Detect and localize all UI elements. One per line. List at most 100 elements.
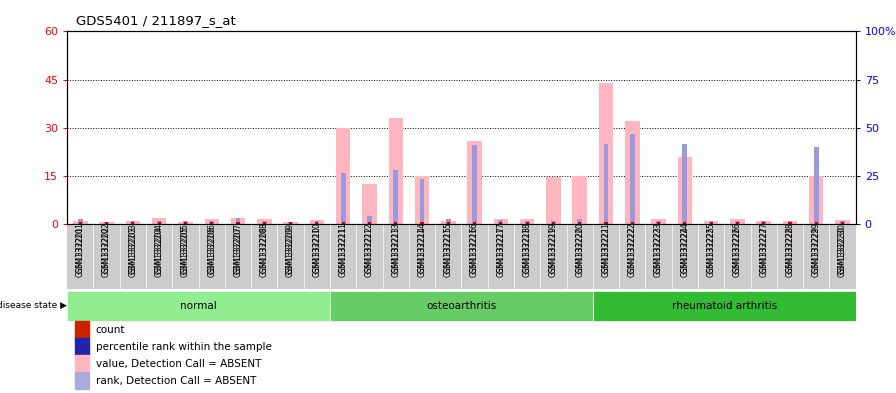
Bar (211, 222, 213, 224)
Bar (651, 219, 666, 224)
Text: GSM1332230: GSM1332230 (838, 226, 847, 277)
Bar (814, 147, 819, 224)
Bar (552, 222, 555, 224)
Bar (599, 83, 613, 224)
Bar (762, 222, 765, 224)
Bar (525, 221, 530, 224)
Bar (526, 222, 529, 224)
Bar (551, 221, 556, 224)
Bar (99, 222, 114, 224)
Bar (362, 184, 376, 224)
Bar (79, 222, 82, 224)
Bar (835, 220, 849, 224)
Bar (809, 176, 823, 224)
Text: GSM1332213: GSM1332213 (392, 226, 401, 277)
Bar (625, 121, 640, 224)
Text: GSM1332224: GSM1332224 (680, 226, 689, 277)
Bar (420, 222, 424, 224)
Bar (684, 222, 686, 224)
Text: value, Detection Call = ABSENT: value, Detection Call = ABSENT (96, 359, 261, 369)
Text: GSM1332202: GSM1332202 (102, 226, 111, 277)
Text: GSM1332214: GSM1332214 (418, 226, 426, 277)
Text: GSM1332219: GSM1332219 (549, 226, 558, 277)
Bar (283, 222, 297, 224)
Bar (473, 222, 476, 224)
Bar (204, 219, 219, 224)
Bar (157, 221, 161, 224)
Bar (578, 222, 582, 224)
Bar (75, 321, 90, 338)
Text: osteoarthritis: osteoarthritis (426, 301, 496, 310)
Text: GSM1332215: GSM1332215 (444, 226, 452, 277)
Bar (289, 222, 293, 224)
Bar (709, 221, 713, 224)
Text: percentile rank within the sample: percentile rank within the sample (96, 342, 271, 352)
Bar (577, 219, 582, 224)
Text: GSM1332212: GSM1332212 (365, 226, 374, 277)
Text: GSM1332203: GSM1332203 (128, 226, 137, 277)
Text: GDS5401 / 211897_s_at: GDS5401 / 211897_s_at (76, 15, 236, 28)
Bar (314, 221, 319, 224)
Text: GSM1332227: GSM1332227 (759, 226, 768, 277)
Bar (210, 221, 214, 224)
Bar (75, 338, 90, 356)
Bar (677, 156, 692, 224)
Bar (75, 355, 90, 373)
Bar (841, 222, 844, 224)
Bar (499, 222, 503, 224)
Text: GSM1332217: GSM1332217 (496, 226, 505, 277)
Bar (78, 219, 82, 224)
Bar (547, 178, 561, 224)
Bar (341, 222, 345, 224)
Bar (441, 221, 455, 224)
Bar (710, 222, 712, 224)
Bar (289, 222, 292, 224)
Bar (262, 221, 267, 224)
Bar (447, 222, 450, 224)
Bar (389, 118, 403, 224)
Text: GSM1332222: GSM1332222 (628, 226, 637, 277)
Bar (183, 221, 188, 224)
Bar (683, 144, 687, 224)
Bar (310, 220, 324, 224)
Bar (236, 218, 240, 224)
Bar (735, 221, 740, 224)
Text: GSM1332206: GSM1332206 (207, 226, 216, 277)
Bar (419, 179, 425, 224)
Text: GSM1332201: GSM1332201 (76, 226, 85, 277)
Text: count: count (96, 325, 125, 335)
Text: GSM1332223: GSM1332223 (654, 226, 663, 277)
Bar (336, 128, 350, 224)
Bar (231, 218, 246, 224)
Bar (237, 222, 239, 224)
Text: GSM1332229: GSM1332229 (812, 226, 821, 277)
Bar (446, 219, 451, 224)
Bar (125, 221, 140, 224)
Bar (657, 222, 660, 224)
Bar (257, 219, 271, 224)
Text: GSM1332210: GSM1332210 (313, 226, 322, 277)
Text: GSM1332221: GSM1332221 (601, 226, 610, 277)
Text: GSM1332218: GSM1332218 (522, 226, 531, 277)
Bar (472, 145, 477, 224)
Bar (656, 221, 661, 224)
Bar (736, 222, 739, 224)
Bar (367, 216, 372, 224)
Text: GSM1332207: GSM1332207 (234, 226, 243, 277)
Text: GSM1332209: GSM1332209 (286, 226, 295, 277)
Text: normal: normal (180, 301, 217, 310)
Bar (104, 222, 109, 224)
Bar (131, 221, 135, 224)
Bar (132, 222, 134, 224)
Bar (840, 221, 845, 224)
Text: GSM1332226: GSM1332226 (733, 226, 742, 277)
Bar (263, 222, 266, 224)
Bar (631, 222, 633, 224)
Text: rank, Detection Call = ABSENT: rank, Detection Call = ABSENT (96, 376, 256, 386)
Bar (394, 222, 397, 224)
Text: GSM1332208: GSM1332208 (260, 226, 269, 277)
Bar (393, 169, 398, 224)
Bar (730, 219, 745, 224)
Bar (605, 222, 607, 224)
Text: GSM1332205: GSM1332205 (181, 226, 190, 277)
